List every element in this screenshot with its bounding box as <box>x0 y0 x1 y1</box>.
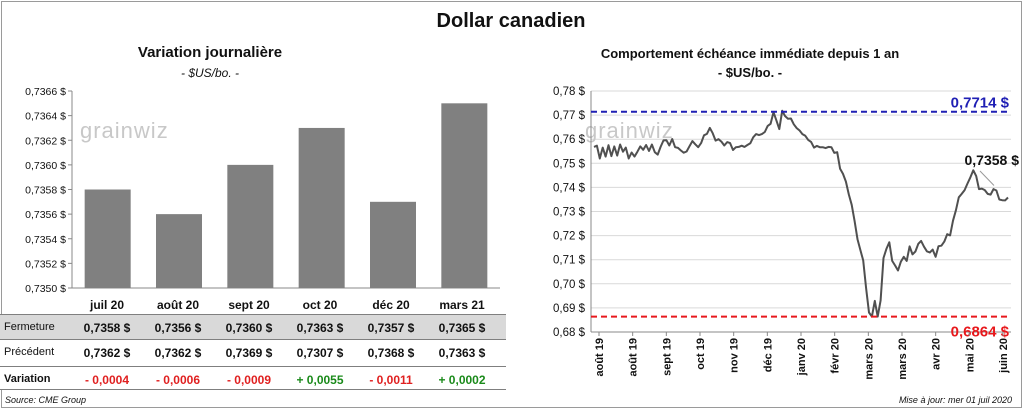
table-cell: 0,7360 $ <box>225 321 273 335</box>
row-label: Variation <box>4 373 51 385</box>
x-tick-label: août 19 <box>594 338 606 377</box>
table-cell: 0,7356 $ <box>154 321 202 335</box>
table-cell: 0,7363 $ <box>438 346 486 360</box>
y-tick-label: 0,7366 $ <box>25 86 66 98</box>
x-tick-label: nov 19 <box>729 338 741 373</box>
table-cell: - 0,0009 <box>226 373 272 387</box>
month-label: sept 20 <box>228 298 270 312</box>
x-tick-label: févr 20 <box>830 338 842 373</box>
month-label: oct 20 <box>302 298 338 312</box>
line-chart: 0,68 $ 0,69 $ 0,70 $ 0,71 $ 0,72 $ 0,73 $ 0,74… <box>553 86 1020 380</box>
bar <box>298 127 345 288</box>
last-value-label: 0,7358 $ <box>965 152 1020 168</box>
table-cell: 0,7365 $ <box>438 321 486 335</box>
table-cell: 0,7307 $ <box>296 346 344 360</box>
month-label: juil 20 <box>89 298 124 312</box>
y-tick-label: 0,78 $ <box>553 86 586 98</box>
y-tick-label: 0,7362 $ <box>25 135 66 147</box>
row-label: Fermeture <box>4 321 55 333</box>
left-chart-title: Variation journalière <box>137 44 283 61</box>
bar <box>227 164 274 288</box>
x-tick-label: mars 20 <box>897 338 909 380</box>
x-tick-label: mai 20 <box>964 338 976 372</box>
low-label: 0,6864 $ <box>951 324 1010 341</box>
y-tick-label: 0,69 $ <box>553 303 586 315</box>
y-tick-label: 0,76 $ <box>553 134 586 146</box>
x-tick-label: mars 20 <box>863 338 875 380</box>
y-tick-label: 0,7360 $ <box>25 160 66 172</box>
y-tick-label: 0,75 $ <box>553 158 586 170</box>
table-cell: 0,7363 $ <box>296 321 344 335</box>
table-cell: 0,7357 $ <box>367 321 415 335</box>
table-cell: 0,7358 $ <box>83 321 131 335</box>
month-label: mars 21 <box>439 298 485 312</box>
table-cell: - 0,0006 <box>155 373 201 387</box>
table-cell: 0,7362 $ <box>154 346 202 360</box>
bar <box>370 201 416 288</box>
y-tick-label: 0,71 $ <box>553 255 586 267</box>
y-tick-label: 0,7364 $ <box>25 111 66 123</box>
x-tick-label: sept 19 <box>661 338 673 376</box>
y-tick-label: 0,7358 $ <box>25 185 66 197</box>
table-row-fermeture: Fermeture 0,7358 $ 0,7356 $ 0,7360 $ 0,7… <box>0 314 506 340</box>
bar <box>84 189 131 288</box>
table-cell: 0,7362 $ <box>83 346 131 360</box>
x-tick-label: juin 20 <box>998 338 1010 374</box>
bar <box>156 214 202 288</box>
y-tick-label: 0,68 $ <box>553 327 586 339</box>
row-label: Précédent <box>4 346 55 358</box>
watermark-text: grainwiz <box>585 118 674 143</box>
table-cell: - 0,0004 <box>84 373 130 387</box>
y-tick-label: 0,72 $ <box>553 231 586 243</box>
watermark-text: grainwiz <box>80 118 169 143</box>
bar <box>441 103 488 288</box>
table-row-precedent: Précédent 0,7362 $ 0,7362 $ 0,7369 $ 0,7… <box>0 340 506 366</box>
table-cell: 0,7369 $ <box>225 346 273 360</box>
table-cell: 0,7368 $ <box>367 346 415 360</box>
update-note: Mise à jour: mer 01 juil 2020 <box>898 395 1012 405</box>
x-tick-label: avr 20 <box>931 338 943 370</box>
y-tick-label: 0,70 $ <box>553 279 586 291</box>
y-tick-label: 0,73 $ <box>553 207 586 219</box>
y-tick-label: 0,7352 $ <box>25 258 66 270</box>
table-cell: + 0,0055 <box>296 373 344 387</box>
x-tick-label: déc 19 <box>762 338 774 372</box>
series-line <box>593 109 1009 318</box>
y-tick-label: 0,7354 $ <box>25 234 66 246</box>
y-tick-label: 0,77 $ <box>553 110 586 122</box>
x-tick-label: oct 19 <box>695 338 707 370</box>
table-row-variation: Variation - 0,0004 - 0,0006 - 0,0009 + 0… <box>0 366 506 390</box>
table-cell: + 0,0002 <box>438 373 486 387</box>
table-cell: - 0,0011 <box>369 373 413 387</box>
bar-chart: grainwiz 0,7350 $ 0,7352 $ 0,7354 $ 0,7356 $… <box>25 86 500 295</box>
right-chart-subtitle: - $US/bo. - <box>717 65 783 80</box>
left-chart-subtitle: - $US/bo. - <box>180 66 240 80</box>
last-value-leader <box>979 170 995 186</box>
y-tick-label: 0,74 $ <box>553 182 586 194</box>
y-tick-label: 0,7350 $ <box>25 283 66 295</box>
x-tick-label: août 19 <box>628 338 640 377</box>
month-label: déc 20 <box>372 298 410 312</box>
high-label: 0,7714 $ <box>951 95 1010 112</box>
right-chart-title: Comportement échéance immédiate depuis 1… <box>600 46 900 61</box>
page-title: Dollar canadien <box>436 10 586 32</box>
month-label: août 20 <box>156 298 199 312</box>
source-note: Source: CME Group <box>5 395 87 405</box>
y-tick-label: 0,7356 $ <box>25 209 66 221</box>
x-tick-label: janv 20 <box>796 338 808 376</box>
